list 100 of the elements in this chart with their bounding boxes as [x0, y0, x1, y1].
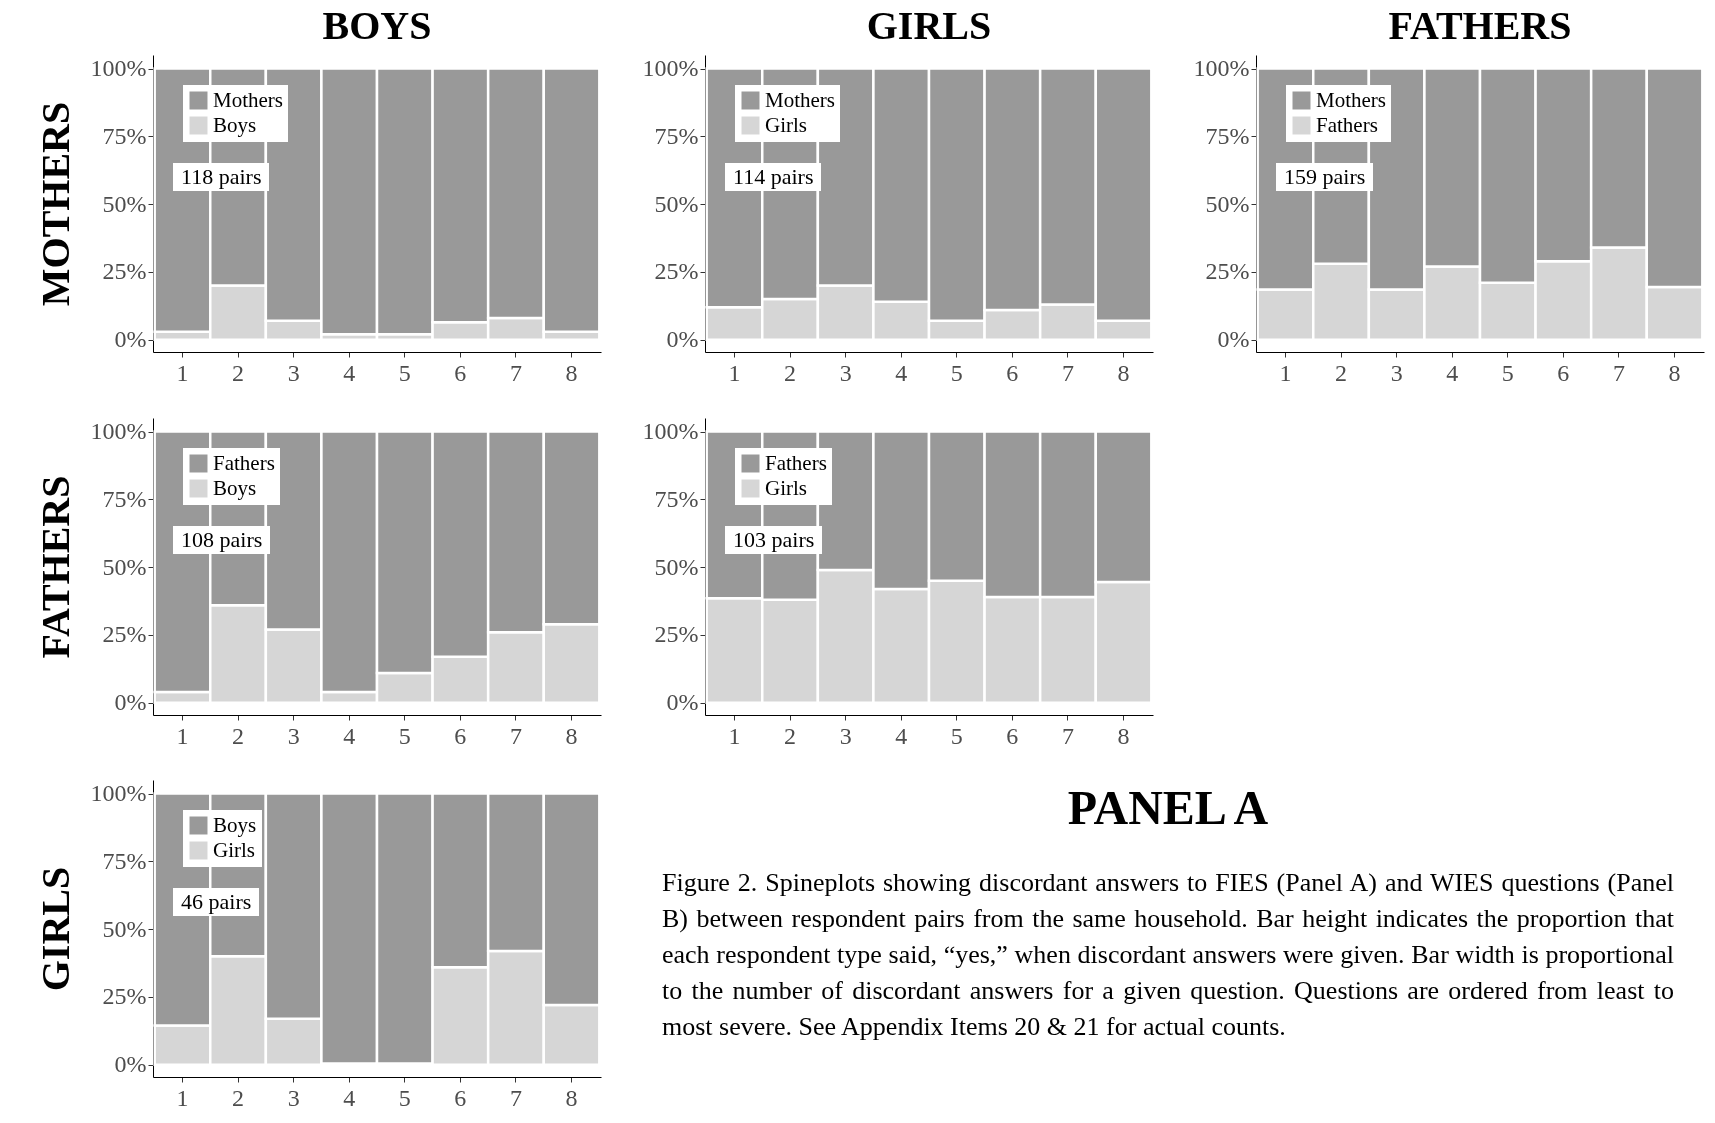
x-tick-label: 3 [1390, 359, 1403, 386]
x-tick-label: 1 [176, 722, 189, 749]
x-tick-label: 5 [398, 359, 411, 386]
x-tick-label: 2 [1335, 359, 1348, 386]
x-tick-label: 6 [1557, 359, 1570, 386]
x-tick-label: 4 [343, 722, 356, 749]
y-tick-label: 75% [102, 847, 147, 874]
chart-title: BOYS [322, 3, 432, 48]
legend-label: Fathers [765, 450, 827, 475]
y-tick-label: 25% [654, 621, 699, 648]
x-tick-label: 7 [509, 359, 522, 386]
y-tick-label: 25% [654, 258, 699, 285]
y-tick-label: 25% [102, 983, 147, 1010]
y-tick-label: 75% [102, 485, 147, 512]
x-tick-label: 6 [1006, 722, 1019, 749]
x-tick-label: 4 [895, 722, 908, 749]
x-tick-label: 4 [343, 1084, 356, 1111]
x-tick-label: 4 [343, 359, 356, 386]
x-tick-label: 3 [839, 359, 852, 386]
legend-label: Fathers [1316, 112, 1378, 137]
annotation: 114 pairs [725, 163, 822, 191]
x-tick-label: 6 [454, 722, 467, 749]
caption: Figure 2. Spineplots showing discordant answers to FIES (Panel A) and WIES questions (Panel B) between respondent pairs from the same household. Bar height indicates the proportion that each respondent type said, “yes,” when discordant answers were given. Bar width is proportional to the number of discordant answers for a given question. Questions are ordered from least to most severe. See Appendix Items 20 & 21 for actual counts. [662, 867, 1674, 1043]
x-tick-label: 8 [565, 359, 578, 386]
x-tick-label: 4 [895, 359, 908, 386]
x-tick-label: 5 [950, 722, 963, 749]
x-tick-label: 6 [1006, 359, 1019, 386]
x-tick-label: 8 [1668, 359, 1681, 386]
legend-label: Girls [213, 837, 255, 862]
x-tick-label: 3 [287, 1084, 300, 1111]
y-tick-label: 25% [102, 621, 147, 648]
annotation: 159 pairs [1276, 163, 1374, 191]
annotation: 108 pairs [173, 526, 271, 554]
x-tick-label: 1 [176, 359, 189, 386]
y-tick-label: 25% [102, 258, 147, 285]
legend-label: Girls [765, 475, 807, 500]
legend-label: Fathers [213, 450, 275, 475]
annotation: 118 pairs [173, 163, 270, 191]
y-tick-label: 0% [114, 1051, 147, 1078]
x-tick-label: 4 [1446, 359, 1459, 386]
x-tick-label: 8 [565, 722, 578, 749]
legend-label: Girls [765, 112, 807, 137]
x-tick-label: 7 [1061, 359, 1074, 386]
x-tick-label: 3 [839, 722, 852, 749]
x-tick-label: 3 [287, 722, 300, 749]
y-tick-label: 0% [114, 326, 147, 353]
x-tick-label: 2 [232, 1084, 245, 1111]
text: PANEL A [1066, 780, 1270, 835]
y-tick-label: 100% [90, 55, 147, 82]
y-tick-label: 50% [654, 190, 699, 217]
x-tick-label: 7 [1612, 359, 1625, 386]
x-tick-label: 8 [1117, 722, 1130, 749]
x-tick-label: 5 [1501, 359, 1514, 386]
x-tick-label: 8 [1117, 359, 1130, 386]
x-tick-label: 1 [1279, 359, 1292, 386]
x-tick-label: 6 [454, 1084, 467, 1111]
x-tick-label: 7 [1061, 722, 1074, 749]
y-tick-label: 100% [90, 780, 147, 807]
y-tick-label: 75% [102, 122, 147, 149]
x-tick-label: 2 [232, 722, 245, 749]
y-tick-label: 50% [102, 190, 147, 217]
x-tick-label: 3 [287, 359, 300, 386]
x-tick-label: 1 [728, 722, 741, 749]
y-tick-label: 0% [666, 326, 699, 353]
x-tick-label: 1 [176, 1084, 189, 1111]
y-tick-label: 100% [90, 418, 147, 445]
legend-label: Mothers [213, 87, 283, 112]
y-tick-label: 100% [642, 418, 699, 445]
legend-label: Mothers [1316, 87, 1386, 112]
annotation: 46 pairs [173, 888, 260, 916]
y-tick-label: 25% [1205, 258, 1250, 285]
x-tick-label: 7 [509, 722, 522, 749]
legend-label: Boys [213, 112, 257, 137]
x-tick-label: 7 [509, 1084, 522, 1111]
y-tick-label: 100% [1193, 55, 1250, 82]
x-tick-label: 1 [728, 359, 741, 386]
x-tick-label: 2 [784, 359, 797, 386]
y-tick-label: 0% [666, 689, 699, 716]
x-tick-label: 5 [950, 359, 963, 386]
legend-label: Mothers [765, 87, 835, 112]
y-tick-label: 75% [654, 485, 699, 512]
x-tick-label: 2 [232, 359, 245, 386]
y-tick-label: 75% [1205, 122, 1250, 149]
legend-label: Boys [213, 475, 257, 500]
legend-label: Boys [213, 812, 257, 837]
x-tick-label: 8 [565, 1084, 578, 1111]
y-axis-title: GIRLS [32, 866, 78, 992]
y-axis-title: FATHERS [32, 475, 78, 659]
x-tick-label: 5 [398, 722, 411, 749]
y-tick-label: 100% [642, 55, 699, 82]
y-axis-title: MOTHERS [32, 101, 78, 307]
chart-title: GIRLS [866, 3, 992, 48]
x-tick-label: 5 [398, 1084, 411, 1111]
chart-title: FATHERS [1388, 3, 1572, 48]
y-tick-label: 50% [102, 915, 147, 942]
y-tick-label: 0% [114, 689, 147, 716]
y-tick-label: 50% [1205, 190, 1250, 217]
y-tick-label: 50% [102, 553, 147, 580]
annotation: 103 pairs [725, 526, 823, 554]
y-tick-label: 0% [1217, 326, 1250, 353]
